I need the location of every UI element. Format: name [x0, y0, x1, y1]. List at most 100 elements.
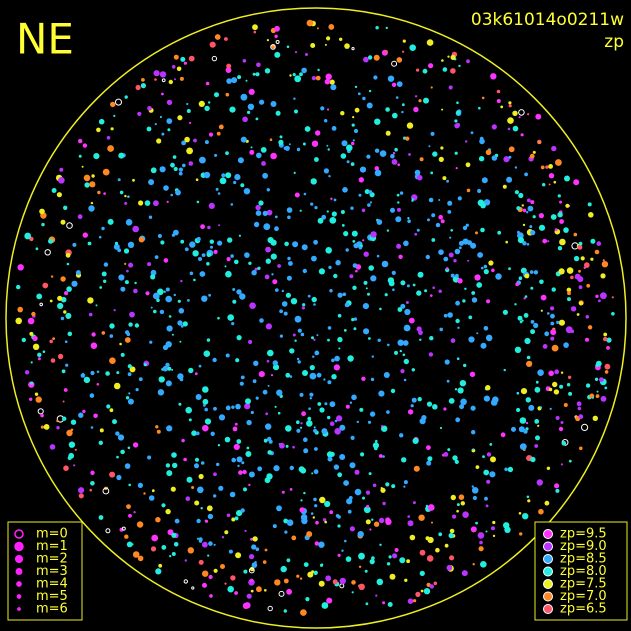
star: [155, 425, 159, 429]
star: [90, 426, 94, 429]
star: [323, 378, 326, 381]
star: [300, 332, 305, 337]
star: [313, 570, 318, 575]
star: [326, 36, 331, 41]
star: [29, 331, 34, 336]
star: [132, 178, 135, 182]
star: [121, 526, 126, 531]
star: [232, 299, 237, 304]
star: [352, 285, 357, 290]
star: [329, 217, 337, 224]
star: [161, 78, 166, 83]
star: [426, 582, 431, 588]
star: [307, 294, 311, 298]
star: [321, 602, 329, 609]
star: [96, 370, 100, 374]
star: [530, 329, 536, 335]
star: [414, 232, 418, 236]
star: [225, 92, 230, 97]
star: [366, 504, 370, 508]
star: [243, 487, 247, 492]
star: [256, 586, 262, 593]
star: [399, 349, 402, 353]
star: [547, 312, 550, 315]
star: [344, 43, 350, 49]
star: [165, 362, 170, 368]
star: [502, 184, 507, 189]
star: [352, 139, 355, 142]
star: [456, 357, 460, 361]
star: [500, 105, 504, 109]
star: [252, 72, 256, 76]
star: [265, 412, 269, 416]
star: [450, 273, 455, 278]
star: [542, 238, 548, 244]
star: [154, 78, 157, 81]
magnitude-marker: [16, 581, 22, 587]
star: [285, 292, 291, 298]
star: [455, 273, 459, 278]
star: [173, 542, 179, 547]
star: [376, 578, 384, 586]
star: [527, 205, 534, 212]
star: [411, 397, 417, 403]
star: [387, 75, 395, 82]
star: [508, 101, 512, 105]
star: [32, 343, 40, 350]
star: [452, 514, 457, 519]
star: [419, 157, 424, 162]
zp-marker: [543, 604, 553, 614]
star: [322, 518, 327, 522]
star: [263, 223, 271, 231]
star: [402, 353, 406, 357]
star: [247, 110, 251, 114]
star: [491, 268, 495, 273]
star: [481, 96, 485, 100]
star: [317, 68, 320, 72]
star: [162, 365, 169, 372]
star: [30, 361, 33, 364]
star: [218, 224, 221, 227]
star: [297, 328, 302, 333]
magnitude-marker: [14, 529, 24, 539]
star: [427, 456, 433, 462]
zp-label: zp=7.0: [560, 589, 607, 604]
star: [168, 315, 172, 318]
star: [289, 488, 293, 491]
star: [378, 454, 383, 458]
star: [237, 464, 240, 468]
star: [128, 483, 131, 487]
star: [147, 106, 152, 111]
star: [537, 140, 542, 145]
star: [401, 110, 404, 114]
star-field: [15, 19, 615, 616]
star: [240, 183, 245, 188]
star: [468, 315, 473, 320]
star: [352, 263, 358, 268]
star: [173, 229, 179, 236]
star: [309, 392, 314, 397]
star: [274, 51, 281, 58]
star: [124, 337, 131, 343]
star: [454, 123, 460, 129]
star: [551, 344, 559, 352]
star: [103, 192, 106, 195]
star: [179, 76, 184, 81]
star: [266, 39, 269, 42]
zp-marker: [543, 554, 553, 564]
star: [124, 280, 129, 285]
star: [289, 375, 293, 378]
star: [369, 201, 372, 204]
star: [373, 521, 380, 527]
star: [251, 562, 258, 568]
star: [379, 150, 387, 157]
star: [329, 79, 335, 85]
star: [461, 570, 468, 577]
star: [136, 521, 144, 528]
star: [351, 123, 355, 127]
star: [216, 462, 220, 467]
star: [450, 338, 456, 343]
star: [431, 521, 433, 524]
star: [61, 416, 67, 421]
